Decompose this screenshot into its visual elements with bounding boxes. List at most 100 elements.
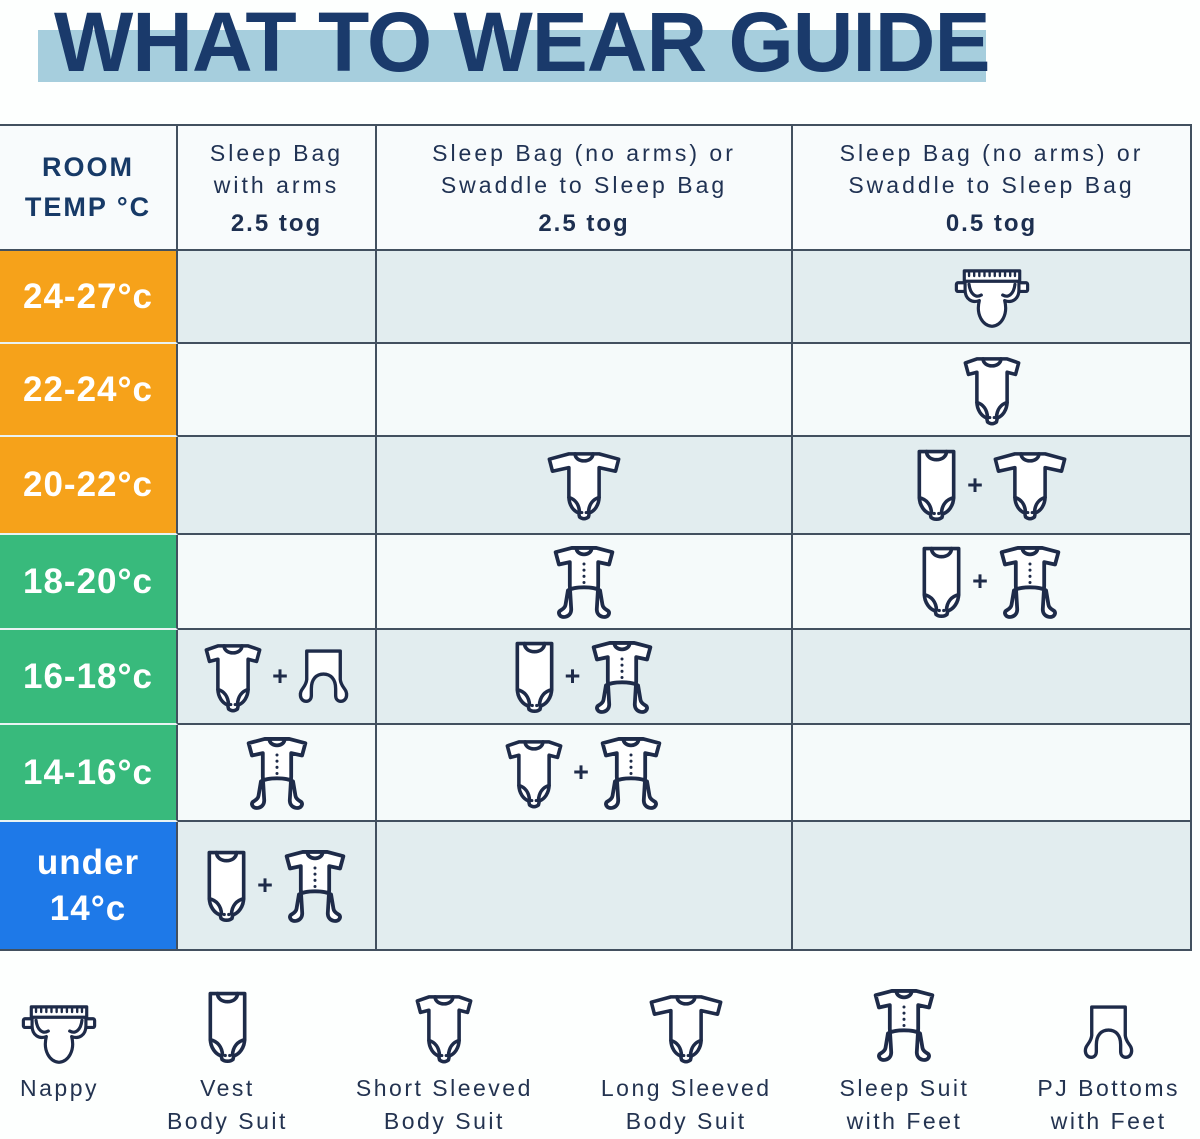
vest-icon (917, 449, 956, 522)
legend-icon-box (412, 978, 476, 1066)
temperature-outfit-table: ROOM TEMP °C Sleep Bag with arms 2.5 tog Slee… (0, 124, 1192, 951)
page-title: WHAT TO WEAR GUIDE (54, 0, 990, 89)
tog-rating: 2.5 tog (538, 210, 630, 238)
legend-label-line: Vest (200, 1075, 255, 1101)
legend-item: Long Sleeved Body Suit (601, 978, 772, 1139)
nappy-icon (22, 1005, 97, 1064)
legend-item: Nappy (20, 978, 99, 1139)
legend-label-line: Nappy (20, 1075, 99, 1101)
short-sleeve-icon (415, 995, 473, 1064)
long-sleeve-icon (993, 452, 1067, 521)
temp-label: under 14°c (0, 822, 178, 951)
outfit-cell (178, 535, 377, 630)
legend-icon-box (21, 978, 97, 1066)
column-header-line: Sleep Bag (209, 139, 344, 166)
legend-item: Sleep Suit with Feet (840, 978, 970, 1139)
temp-label: 14-16°c (0, 725, 178, 822)
outfit-cell (178, 344, 377, 437)
temp-label-line: 16-18°c (23, 656, 153, 696)
legend-item: Vest Body Suit (167, 978, 288, 1139)
sleepsuit-icon (592, 640, 653, 714)
room-temp-header-line: ROOM (42, 152, 134, 183)
legend-label-line: Body Suit (383, 1108, 505, 1135)
legend-icon-box (1080, 978, 1137, 1066)
column-header-line: with arms (213, 172, 340, 198)
temp-label-line: 18-20°c (23, 561, 153, 601)
legend-label: Vest Body Suit (167, 1072, 288, 1139)
outfit-cell: + (178, 630, 377, 725)
column-header-line: Sleep Bag (no arms) or (432, 139, 736, 166)
outfit-cell: + (793, 535, 1192, 630)
legend-label-line: with Feet (846, 1108, 963, 1135)
tog-rating: 2.5 tog (230, 210, 323, 238)
legend-label-line: Body Suit (625, 1108, 747, 1135)
outfit-cell: + (377, 725, 793, 822)
short-sleeve-icon (505, 739, 563, 808)
outfit-cell (793, 725, 1192, 822)
vest-icon (515, 641, 554, 713)
long-sleeve-icon (649, 995, 723, 1064)
outfit-cell (178, 251, 377, 344)
outfit-cell: + (178, 822, 377, 951)
vest-icon (922, 546, 961, 618)
temp-label: 24-27°c (0, 251, 178, 344)
room-temp-header: ROOM TEMP °C (0, 126, 178, 251)
outfit-cell (793, 344, 1192, 437)
sleepsuit-icon (284, 849, 346, 923)
legend-label: Short Sleeved Body Suit (356, 1072, 533, 1139)
pj-bottoms-icon (1083, 1005, 1134, 1059)
legend-icon-box (869, 978, 939, 1066)
legend-label-line: Long Sleeved (600, 1075, 772, 1101)
sleepsuit-icon (600, 736, 662, 810)
sleepsuit-icon (553, 545, 615, 619)
column-header-1: Sleep Bag with arms 2.5 tog (178, 126, 377, 251)
legend-label: Sleep Suit with Feet (840, 1072, 970, 1139)
temp-label-line: 14°c (49, 888, 127, 928)
outfit-cell (793, 251, 1192, 344)
temp-label-line: 20-22°c (23, 465, 153, 505)
title-banner (38, 30, 986, 82)
outfit-cell (793, 630, 1192, 725)
sleepsuit-icon (999, 545, 1061, 619)
legend-icon-box (204, 978, 251, 1066)
temp-label-line: 22-24°c (23, 369, 153, 409)
column-header-line: Swaddle to Sleep Bag (440, 172, 728, 198)
legend-label-line: with Feet (1050, 1108, 1167, 1135)
temp-label: 20-22°c (0, 437, 178, 535)
plus-sign: + (564, 661, 581, 691)
outfit-cell (377, 437, 793, 535)
plus-sign: + (257, 870, 273, 900)
legend: Nappy Vest Body Suit Short Sleeved Body Suit… (0, 978, 1200, 1139)
sleepsuit-icon (874, 989, 935, 1062)
outfit-cell (377, 535, 793, 630)
temp-label-line: 14-16°c (23, 752, 153, 792)
legend-label-line: PJ Bottoms (1037, 1075, 1180, 1101)
column-header-3: Sleep Bag (no arms) or Swaddle to Sleep B… (793, 126, 1192, 251)
temp-label: 22-24°c (0, 344, 178, 437)
legend-label: Nappy (20, 1072, 99, 1105)
legend-label-line: Sleep Suit (839, 1075, 970, 1101)
vest-icon (208, 991, 247, 1064)
outfit-cell (793, 822, 1192, 951)
room-temp-header-line: TEMP °C (24, 191, 152, 222)
legend-label-line: Body Suit (166, 1108, 288, 1135)
legend-icon-box (646, 978, 726, 1066)
temp-label-line: under (36, 843, 140, 882)
pj-bottoms-icon (298, 648, 349, 703)
plus-sign: + (967, 469, 983, 500)
plus-sign: + (573, 757, 589, 787)
short-sleeve-icon (204, 643, 262, 712)
legend-label-line: Short Sleeved (355, 1075, 533, 1101)
nappy-icon (954, 268, 1029, 328)
outfit-cell (178, 437, 377, 535)
plus-sign: + (272, 661, 288, 691)
legend-label: Long Sleeved Body Suit (601, 1072, 772, 1139)
column-header-2: Sleep Bag (no arms) or Swaddle to Sleep B… (377, 126, 793, 251)
outfit-cell: + (377, 630, 793, 725)
legend-item: Short Sleeved Body Suit (356, 978, 533, 1139)
short-sleeve-icon (963, 356, 1020, 425)
legend-item: PJ Bottoms with Feet (1037, 978, 1180, 1139)
outfit-cell (178, 725, 377, 822)
sleepsuit-icon (246, 736, 307, 810)
